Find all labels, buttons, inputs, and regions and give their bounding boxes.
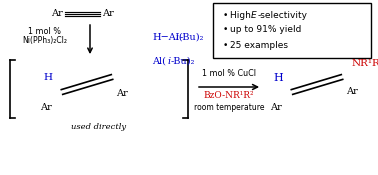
Text: H−Al(: H−Al( <box>152 33 183 41</box>
Text: Ar: Ar <box>270 103 282 111</box>
Text: 1 mol % CuCl: 1 mol % CuCl <box>202 68 256 78</box>
Text: Ar: Ar <box>346 88 358 96</box>
Text: i: i <box>176 33 179 41</box>
Text: i: i <box>167 57 170 65</box>
Text: used directly: used directly <box>71 123 127 131</box>
Text: BzO-NR¹R²: BzO-NR¹R² <box>204 92 254 100</box>
Text: -selectivity: -selectivity <box>258 10 308 19</box>
Text: 25 examples: 25 examples <box>230 40 288 50</box>
Text: •: • <box>223 40 228 50</box>
Text: H: H <box>273 73 283 83</box>
Text: •: • <box>223 26 228 34</box>
Text: •: • <box>223 10 228 19</box>
Text: NR¹R²: NR¹R² <box>352 58 378 68</box>
Text: Ar: Ar <box>51 9 63 19</box>
Bar <box>213 3 371 58</box>
Text: Ni(PPh₃)₂Cl₂: Ni(PPh₃)₂Cl₂ <box>23 37 68 46</box>
Text: -Bu)₂: -Bu)₂ <box>180 33 204 41</box>
Text: H: H <box>43 74 53 82</box>
Text: room temperature: room temperature <box>194 103 264 113</box>
Text: High: High <box>230 10 254 19</box>
Text: Ar: Ar <box>116 89 128 97</box>
Text: Ar: Ar <box>40 103 52 113</box>
Text: E: E <box>251 10 257 19</box>
Text: up to 91% yield: up to 91% yield <box>230 26 301 34</box>
Text: 1 mol %: 1 mol % <box>28 27 62 37</box>
Text: Al(: Al( <box>152 57 166 65</box>
Text: -Bu)₂: -Bu)₂ <box>171 57 195 65</box>
Text: Ar: Ar <box>102 9 114 19</box>
